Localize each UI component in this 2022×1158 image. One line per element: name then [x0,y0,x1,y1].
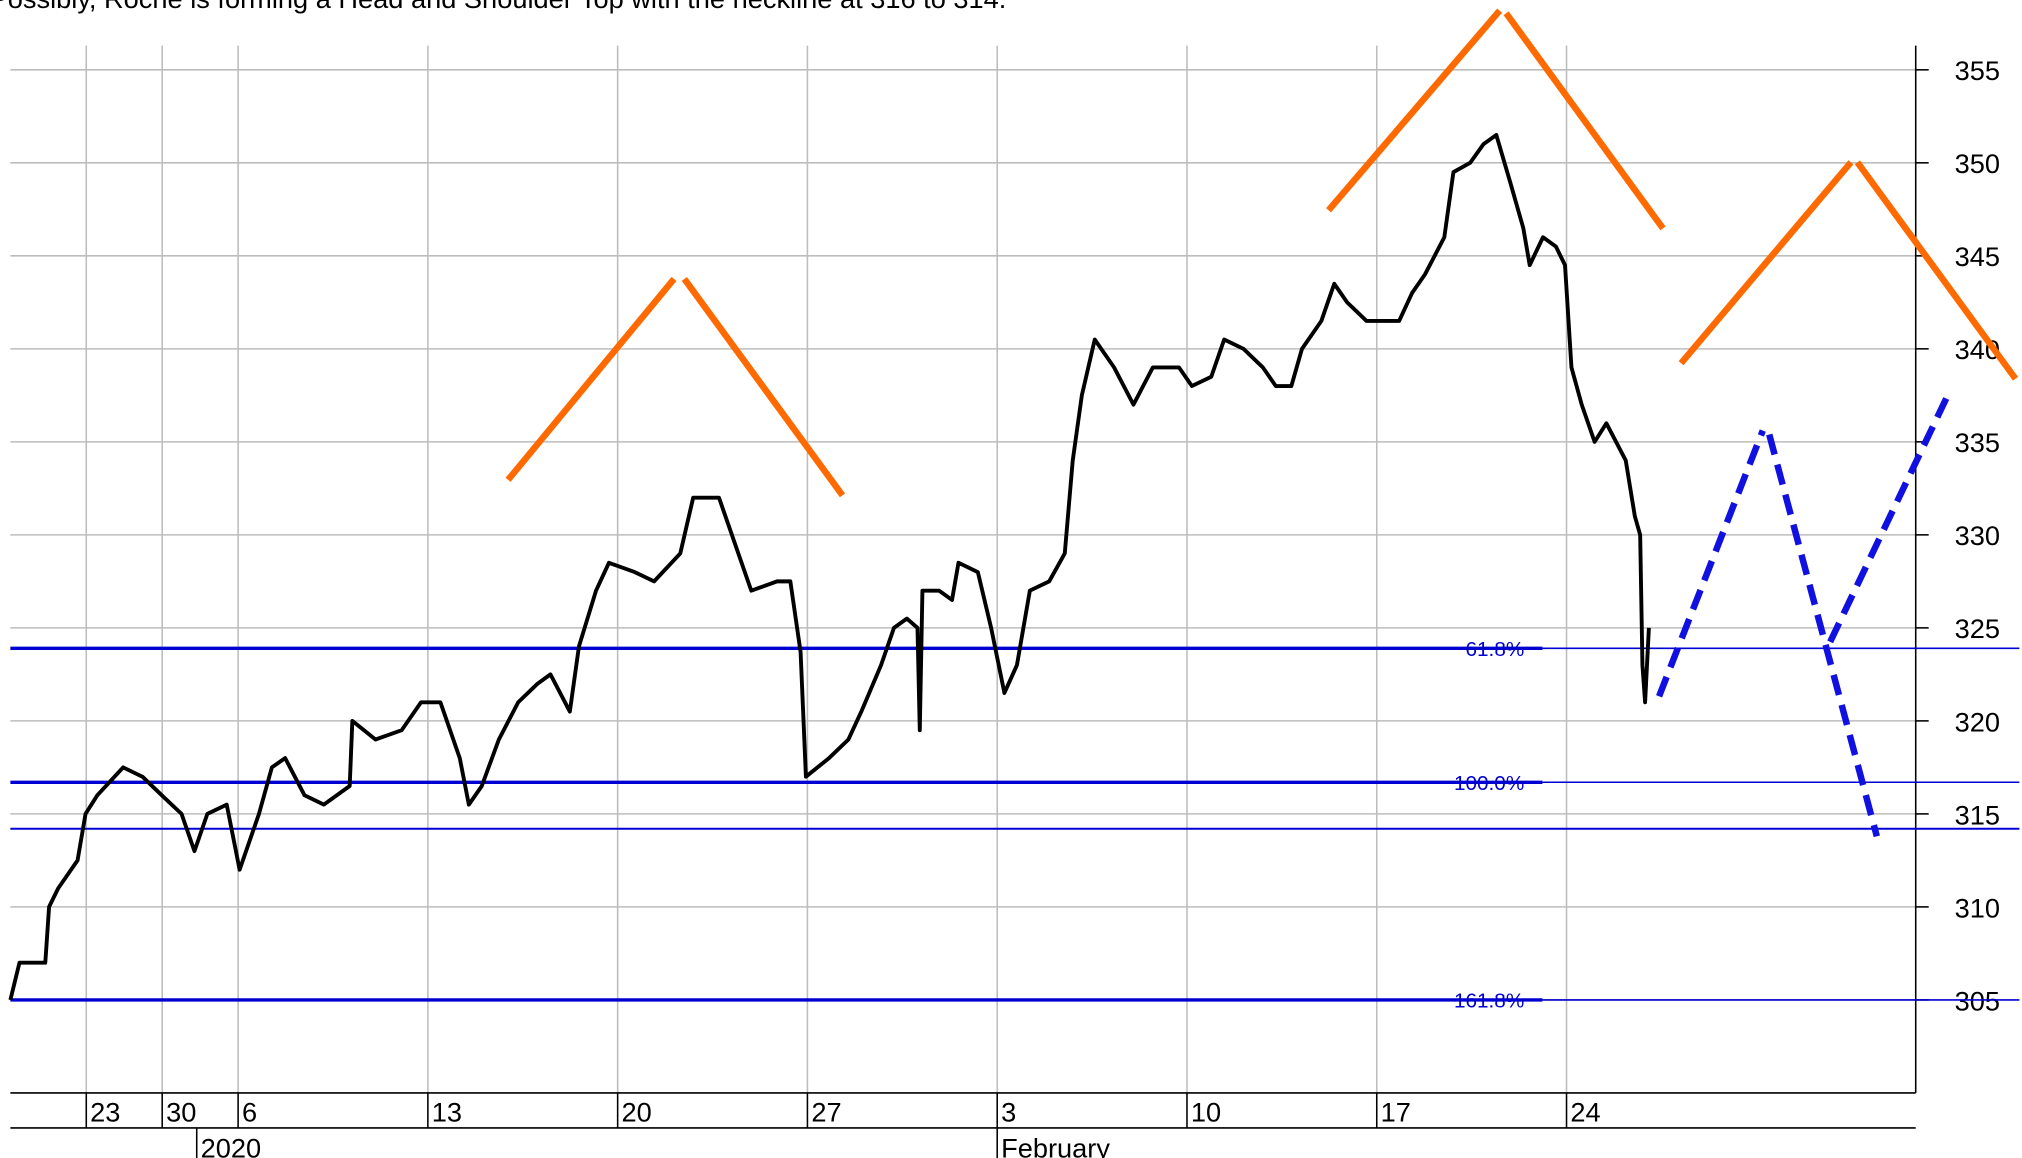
head-up [1326,8,1503,213]
level-label: 61.8% [1466,638,1525,661]
x-tick-label: 23 [90,1096,120,1127]
x-tick-label: 10 [1191,1096,1221,1127]
left-shoulder-up [505,276,677,482]
right-shoulder-up [1678,160,1854,366]
period-label: 2020 [201,1133,262,1158]
y-tick-label: 335 [1955,427,2000,458]
marks: 61.8% 100.0% 161.8% [8,132,2020,1013]
y-tick-label: 315 [1955,799,2000,830]
y-tick-label: 320 [1955,706,2000,737]
y-tick-label: 345 [1955,241,2000,272]
period-label: February [1001,1133,1110,1158]
head-down [1503,11,1666,231]
x-tick-label: 24 [1570,1096,1600,1127]
y-tick-label: 325 [1955,613,2000,644]
right-shoulder-down [1854,160,2019,381]
x-tick-label: 20 [622,1096,652,1127]
x-tick-label: 17 [1381,1096,1411,1127]
pattern-annotations [505,8,2019,838]
projection-up [1656,429,1766,698]
level-label: 161.8% [1454,990,1524,1013]
x-tick-label: 30 [166,1096,196,1127]
x-tick-label: 13 [432,1096,462,1127]
x-tick-label: 3 [1001,1096,1016,1127]
y-tick-label: 350 [1955,148,2000,179]
y-tick-label: 310 [1955,892,2000,923]
projection-down [1766,433,1880,838]
projection-alt [1827,387,1954,644]
price-line [8,132,1651,1001]
y-tick-label: 355 [1955,55,2000,86]
left-shoulder-down [681,277,846,498]
x-tick-label: 27 [811,1096,841,1127]
x-tick-label: 6 [242,1096,257,1127]
chart-title: Possibly, Roche is forming a Head and Sh… [0,0,1006,14]
y-tick-label: 330 [1955,520,2000,551]
y-tick-label: 305 [1955,985,2000,1016]
level-label: 100.0% [1454,772,1524,795]
